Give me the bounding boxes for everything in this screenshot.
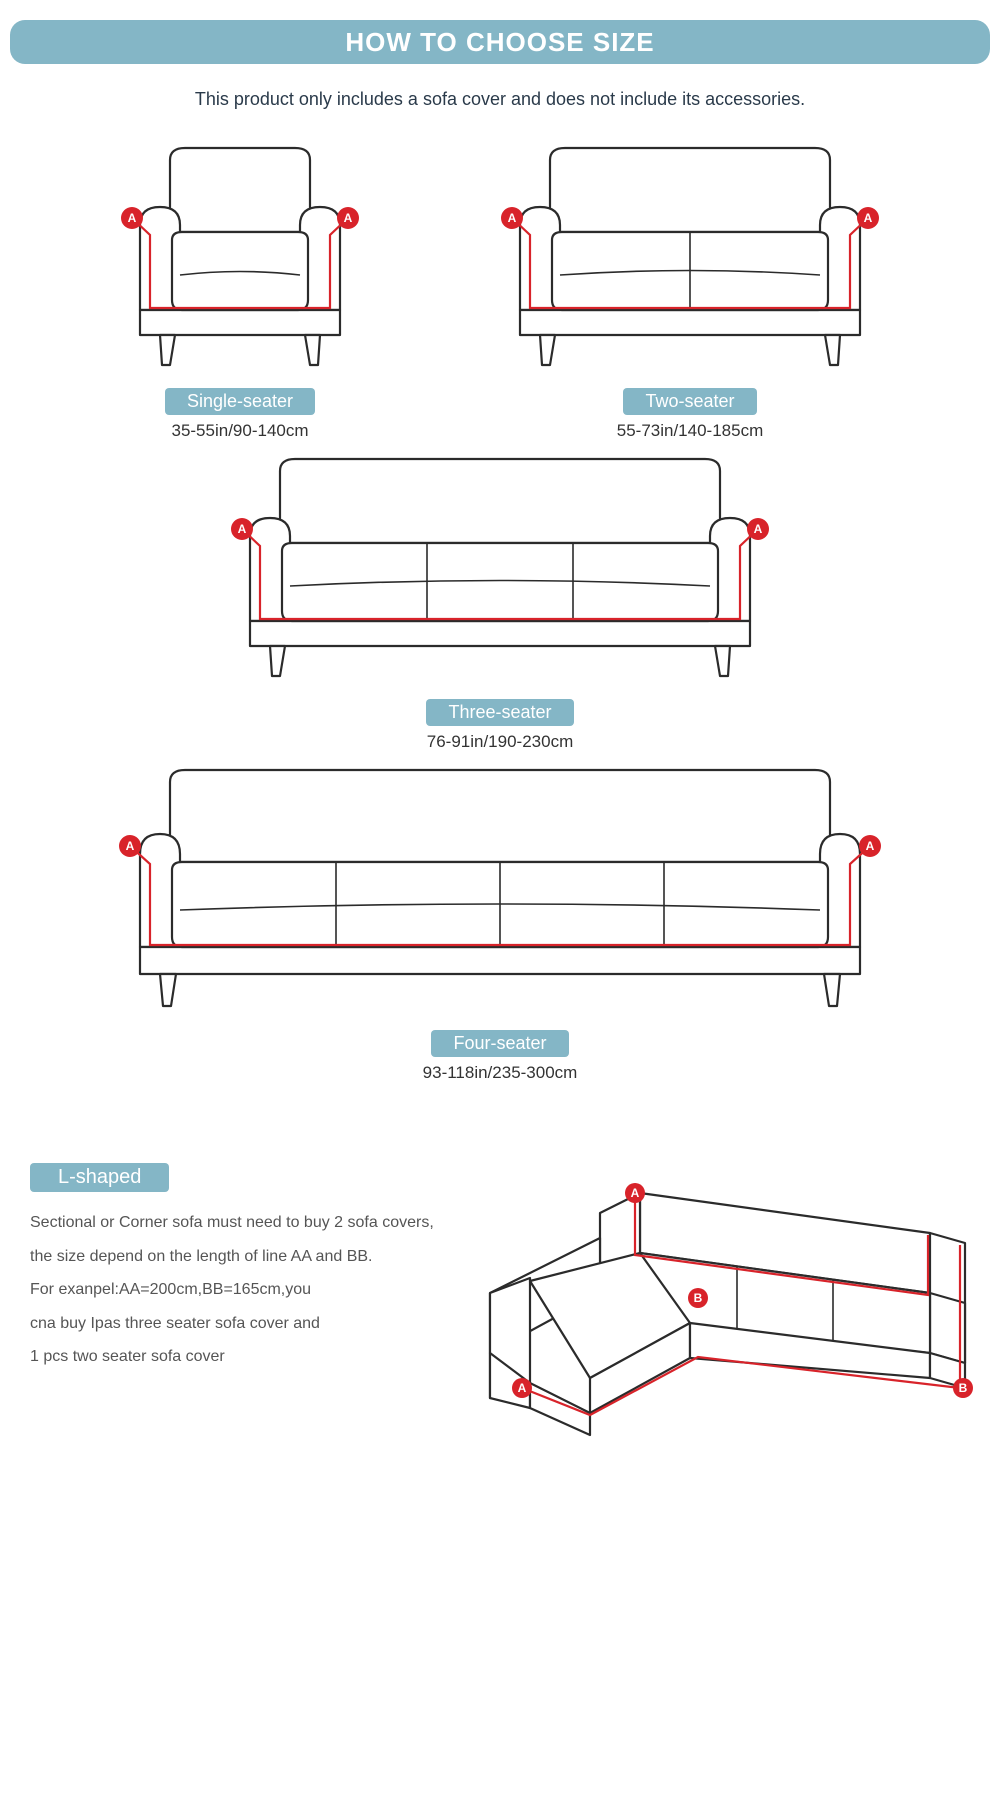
l-shaped-diagram-wrap: A A B B [460,1163,980,1463]
four-seater-label: Four-seater [431,1030,568,1057]
svg-text:A: A [126,839,135,853]
row-3: A A Four-seater 93-118in/235-300cm [0,762,1000,1083]
four-seater-item: A A Four-seater 93-118in/235-300cm [110,762,890,1083]
single-seater-diagram: A A [110,140,370,380]
single-seater-item: A A Single-seater 35-55in/90-140cm [110,140,370,441]
two-seater-dim: 55-73in/140-185cm [490,421,890,441]
l-shaped-text: L-shaped Sectional or Corner sofa must n… [30,1163,450,1463]
three-seater-dim: 76-91in/190-230cm [220,732,780,752]
row-2: A A Three-seater 76-91in/190-230cm [0,451,1000,752]
two-seater-label: Two-seater [623,388,756,415]
l-shaped-line3: For exanpel:AA=200cm,BB=165cm,you [30,1273,450,1307]
svg-text:A: A [631,1186,640,1200]
svg-text:A: A [518,1381,527,1395]
single-seater-dim: 35-55in/90-140cm [110,421,370,441]
svg-text:A: A [344,211,353,225]
svg-text:B: B [694,1291,703,1305]
svg-text:A: A [238,522,247,536]
row-1: A A Single-seater 35-55in/90-140cm A A T… [0,140,1000,441]
svg-text:A: A [754,522,763,536]
l-shaped-line5: 1 pcs two seater sofa cover [30,1340,450,1374]
subtitle: This product only includes a sofa cover … [0,89,1000,110]
l-shaped-line2: the size depend on the length of line AA… [30,1240,450,1274]
l-shaped-label: L-shaped [30,1163,169,1192]
l-shaped-line4: cna buy Ipas three seater sofa cover and [30,1307,450,1341]
svg-text:A: A [866,839,875,853]
three-seater-item: A A Three-seater 76-91in/190-230cm [220,451,780,752]
three-seater-diagram: A A [220,451,780,691]
two-seater-item: A A Two-seater 55-73in/140-185cm [490,140,890,441]
l-shaped-line1: Sectional or Corner sofa must need to bu… [30,1206,450,1240]
l-shaped-diagram: A A B B [460,1163,980,1463]
three-seater-label: Three-seater [426,699,573,726]
title-banner: HOW TO CHOOSE SIZE [10,20,990,64]
four-seater-diagram: A A [110,762,890,1022]
svg-text:B: B [959,1381,968,1395]
svg-text:A: A [864,211,873,225]
svg-text:A: A [128,211,137,225]
two-seater-diagram: A A [490,140,890,380]
single-seater-label: Single-seater [165,388,315,415]
four-seater-dim: 93-118in/235-300cm [110,1063,890,1083]
l-shaped-section: L-shaped Sectional or Corner sofa must n… [0,1163,1000,1503]
svg-text:A: A [508,211,517,225]
